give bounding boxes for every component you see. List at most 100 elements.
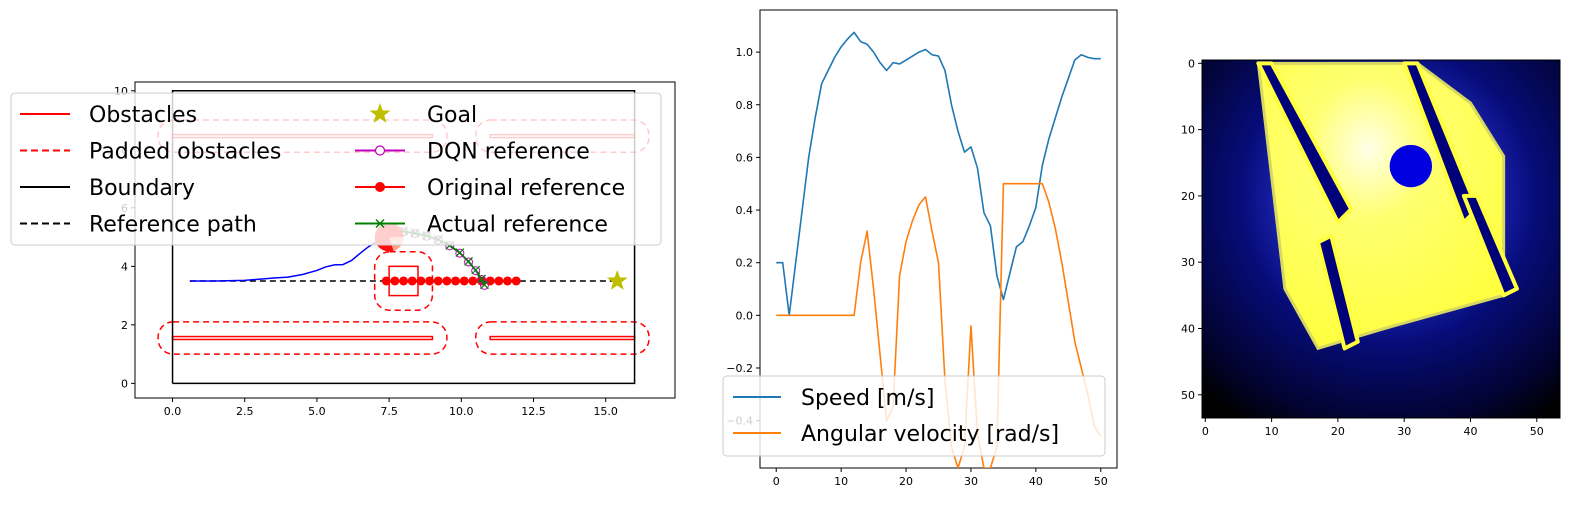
y-tick-label: 1.0 [736,46,754,59]
map-legend: Obstacles Goal Padded obstacles DQN referen… [10,92,662,246]
original-reference-point [399,276,409,286]
y-tick-label: −0.2 [726,362,753,375]
dqn-reference-point [477,275,487,284]
y-tick-label: 20 [1181,190,1195,203]
y-tick-label: 0.0 [736,309,754,322]
y-tick-label: 0 [1188,57,1195,70]
heatmap-plot: 0 10 20 30 40 50 0 10 20 30 40 50 [1181,57,1561,438]
legend-label: Original reference [427,176,625,201]
dynamic-obstacle-blob [1389,144,1433,188]
original-reference-point [442,276,452,286]
y-tick-label: 4 [121,260,128,273]
obstacle-strip [1461,193,1519,298]
original-reference-point [425,276,435,286]
legend-label: Padded obstacles [89,140,281,165]
original-reference-point [407,276,417,286]
velocity-legend: Speed [m/s] Angular velocity [rad/s] [722,375,1106,457]
x-tick-label: 0.0 [164,405,182,418]
legend-item: Boundary [20,176,195,201]
legend-label: Actual reference [427,213,608,238]
original-reference-point [511,276,521,286]
series-line [776,182,1102,468]
legend-handle-marker [375,218,385,229]
x-tick-label: 2.5 [236,405,254,418]
legend-item: Actual reference [355,213,608,238]
dqn-reference-point [455,248,465,258]
x-tick-label: 30 [1397,425,1411,438]
legend-label: Goal [427,103,477,128]
actual-reference-point [464,256,473,266]
x-tick-label: 50 [1094,475,1108,488]
legend-label: Obstacles [89,103,197,128]
legend-label: Angular velocity [rad/s] [801,422,1059,447]
actual-reference-point [471,265,481,275]
map-plot: 0.02.55.07.510.012.515.00246810 Obstacle… [10,81,676,418]
y-tick-label: 40 [1181,323,1195,336]
y-tick-label: 2 [121,319,128,332]
legend-box [10,92,662,246]
y-tick-label: 50 [1181,389,1195,402]
original-reference-point [459,276,469,286]
robot-trajectory [189,237,384,282]
x-tick-label: 40 [1029,475,1043,488]
y-tick-label: 30 [1181,256,1195,269]
legend-handle-marker [374,145,386,156]
series-line [776,31,1101,317]
obstacle-strip [1316,233,1360,351]
actual-reference-point [479,280,489,290]
x-tick-label: 20 [899,475,913,488]
actual-reference-point [455,248,465,258]
x-tick-label: 12.5 [521,405,546,418]
original-reference-point [451,276,461,286]
x-tick-label: 20 [1331,425,1345,438]
x-tick-label: 15.0 [593,405,618,418]
legend-label: Boundary [89,176,195,201]
x-tick-label: 50 [1530,425,1544,438]
legend-label: Speed [m/s] [801,386,934,411]
legend-item: DQN reference [355,140,590,165]
x-tick-label: 10 [834,475,848,488]
legend-handle [369,103,391,123]
y-tick-label: 0 [121,377,128,390]
goal-star [606,269,628,290]
legend-item: Reference path [20,213,257,238]
actual-reference-point [477,274,486,284]
legend-item: Original reference [355,176,625,201]
original-reference-point [468,276,478,286]
x-tick-label: 0 [1202,425,1209,438]
dqn-reference-point [464,257,474,267]
original-reference-point [390,276,400,286]
y-tick-label: 0.6 [736,151,754,164]
x-tick-label: 10.0 [449,405,474,418]
original-reference-point [494,276,504,286]
x-tick-label: 40 [1464,425,1478,438]
padded-obstacle [474,321,650,355]
original-reference-point [381,276,391,286]
legend-item: Angular velocity [rad/s] [733,422,1059,447]
legend-item: Goal [369,103,477,128]
legend-item: Padded obstacles [20,140,281,165]
original-reference-point [433,276,443,286]
y-tick-label: 0.8 [736,99,754,112]
heatmap-axes-frame [1201,59,1561,419]
original-reference-point [485,276,495,286]
x-tick-label: 0 [773,475,780,488]
x-tick-label: 5.0 [308,405,326,418]
padded-obstacle [157,321,448,355]
y-tick-label: 0.4 [736,204,754,217]
legend-box [722,375,1106,457]
legend-label: Reference path [89,213,257,238]
y-tick-label: 0.2 [736,257,754,270]
legend-label: DQN reference [427,140,590,165]
obstacle-strip [1256,61,1354,225]
original-reference-point [503,276,513,286]
x-tick-label: 7.5 [380,405,398,418]
legend-item: Speed [m/s] [733,386,934,411]
dqn-reference-point [471,266,481,276]
legend-handle-marker [375,182,385,192]
original-reference-point [416,276,426,286]
y-tick-label: 10 [1181,124,1195,137]
legend-item: Obstacles [20,103,197,128]
